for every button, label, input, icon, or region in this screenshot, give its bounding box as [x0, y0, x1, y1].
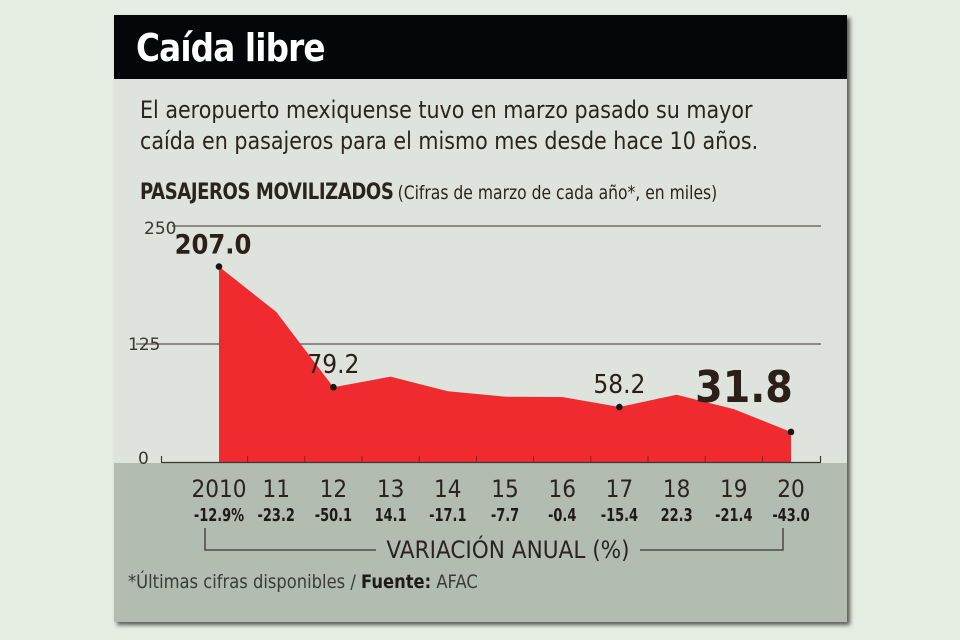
variation-label: -50.1 — [315, 504, 352, 526]
x-tick-label: 16 — [548, 476, 575, 503]
variation-label: -7.7 — [491, 504, 519, 526]
x-tick-label: 13 — [377, 476, 404, 503]
description-line-2: caída en pasajeros para el mismo mes des… — [140, 127, 759, 155]
data-label: 207.0 — [175, 229, 252, 261]
x-axis-labels: 2010 11 12 13 14 15 16 17 18 19 20 — [192, 476, 805, 503]
infographic-card: Caída libre El aeropuerto mexiquense tuv… — [114, 15, 847, 622]
variation-label: -12.9% — [194, 504, 245, 526]
x-tick-label: 2010 — [192, 476, 247, 503]
infographic-title: Caída libre — [136, 26, 326, 70]
data-label: 58.2 — [593, 369, 645, 399]
data-point — [787, 428, 795, 436]
variation-label: 14.1 — [375, 504, 407, 526]
x-tick-label: 11 — [262, 476, 289, 503]
y-tick-label: 250 — [144, 219, 176, 239]
variation-band — [114, 463, 847, 622]
data-label: 79.2 — [307, 349, 359, 379]
variation-bracket: VARIACIÓN ANUAL (%) — [204, 528, 784, 564]
footnote-text: *Últimas cifras disponibles / — [128, 571, 362, 593]
x-tick-label: 20 — [777, 476, 804, 503]
y-axis-ticks: 0 125 250 — [128, 219, 176, 469]
x-tick-label: 19 — [720, 476, 747, 503]
chart-units-note: (Cifras de marzo de cada año*, en miles) — [397, 182, 718, 204]
description-line-1: El aeropuerto mexiquense tuvo en marzo p… — [140, 96, 753, 124]
x-tick-label: 14 — [434, 476, 461, 503]
variation-label: -43.0 — [772, 504, 809, 526]
x-tick-label: 12 — [320, 476, 347, 503]
x-tick-label: 15 — [491, 476, 518, 503]
variation-labels: -12.9% -23.2 -50.1 14.1 -17.1 -7.7 -0.4 -15.4 22… — [194, 504, 810, 526]
variation-label: -23.2 — [258, 504, 295, 526]
data-point — [616, 403, 623, 411]
footnote: *Últimas cifras disponibles / Fuente: AF… — [128, 571, 478, 593]
data-points — [215, 263, 795, 436]
data-labels: 207.0 79.2 58.2 31.8 — [175, 229, 793, 412]
variation-label: -15.4 — [601, 504, 638, 526]
variation-axis-label: VARIACIÓN ANUAL (%) — [386, 535, 629, 564]
chart-title: PASAJEROS MOVILIZADOS — [140, 180, 394, 205]
variation-label: -21.4 — [715, 504, 752, 526]
description: El aeropuerto mexiquense tuvo en marzo p… — [140, 95, 759, 157]
y-tick-label: 0 — [138, 449, 149, 469]
passenger-area — [219, 266, 791, 462]
x-axis — [160, 456, 822, 464]
chart-subtitle: PASAJEROS MOVILIZADOS (Cifras de marzo d… — [140, 180, 717, 205]
data-label: 31.8 — [695, 361, 793, 413]
data-point — [330, 383, 337, 391]
source-label: Fuente: — [361, 571, 432, 593]
bracket-right — [640, 528, 784, 551]
variation-label: 22.3 — [661, 504, 693, 526]
x-tick-label: 17 — [606, 476, 633, 503]
bracket-left — [204, 528, 376, 551]
variation-label: -17.1 — [429, 504, 466, 526]
variation-label: -0.4 — [548, 504, 576, 526]
title-bar: Caída libre — [114, 15, 847, 79]
data-point — [215, 263, 223, 270]
area-chart: 0 125 250 207.0 79.2 58.2 31.8 2010 11 12 13 14 15… — [128, 219, 822, 564]
y-tick-label: 125 — [128, 335, 160, 355]
x-tick-label: 18 — [663, 476, 690, 503]
source-name: AFAC — [436, 571, 478, 593]
